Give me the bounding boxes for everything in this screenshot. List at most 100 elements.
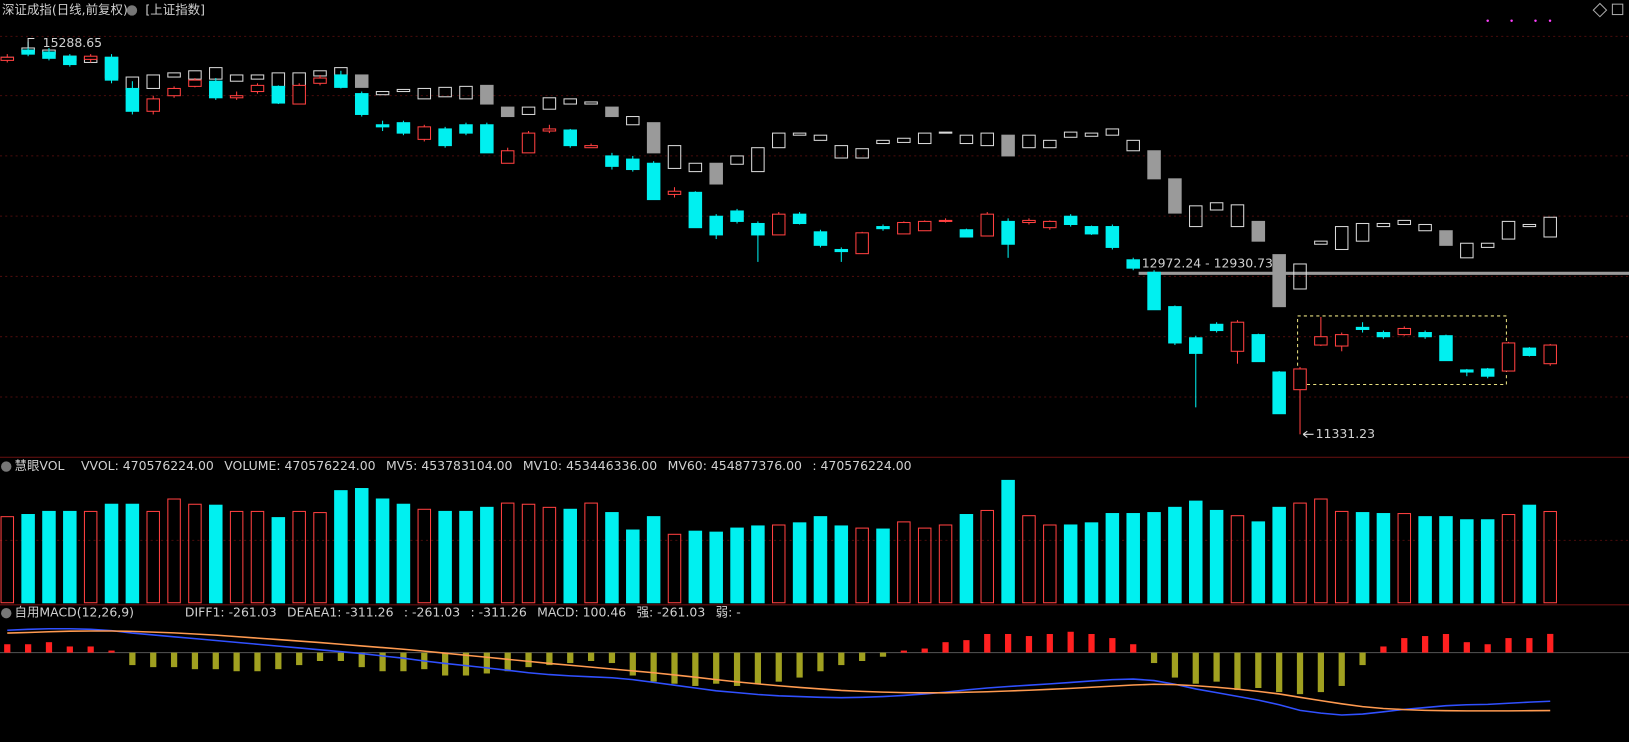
- macd-bar: [25, 644, 32, 653]
- candle-body: [688, 191, 703, 229]
- overlay-body: [1543, 216, 1557, 238]
- dropdown-icon[interactable]: [1, 461, 12, 472]
- macd-bar: [1192, 652, 1199, 684]
- dropdown-icon[interactable]: [126, 5, 138, 16]
- candle-body: [834, 248, 849, 253]
- max-marker: [27, 38, 35, 48]
- volume-bar: [1147, 512, 1161, 604]
- macd-bar: [1296, 652, 1304, 695]
- macd-bar: [66, 646, 73, 653]
- candle-body: [730, 210, 744, 222]
- overlay-body: [1084, 132, 1099, 137]
- volume-bar: [188, 503, 202, 604]
- candle-body: [876, 226, 890, 230]
- macd-bar: [1463, 642, 1470, 653]
- candle-body: [1418, 332, 1432, 338]
- macd-bar: [1004, 633, 1012, 653]
- macd-bar: [337, 652, 345, 661]
- macd-bar: [45, 642, 53, 653]
- candle-body: [1480, 368, 1495, 377]
- volume-bar: [1376, 513, 1391, 604]
- legend-entry: VOLUME: 470576224.00: [224, 458, 375, 473]
- volume-bar: [459, 510, 473, 604]
- macd-bar: [1359, 652, 1366, 666]
- candle-body: [42, 51, 56, 59]
- macd-bar: [754, 652, 762, 684]
- overlay-body: [1251, 220, 1266, 242]
- macd-bar: [1255, 652, 1262, 688]
- volume-bar: [521, 503, 536, 604]
- volume-bar: [1293, 502, 1307, 604]
- overlay-body: [1189, 205, 1203, 228]
- candle-body: [313, 77, 327, 84]
- candle-body: [1147, 271, 1161, 311]
- overlay-body: [1522, 223, 1537, 228]
- overlay-body: [688, 162, 703, 173]
- overlay-body: [1147, 150, 1161, 180]
- volume-bar: [897, 521, 911, 604]
- volume-bar: [542, 506, 557, 604]
- candle-body: [500, 150, 515, 164]
- macd-bar: [1317, 652, 1324, 693]
- macd-bar: [1526, 638, 1533, 653]
- candle-body: [855, 232, 869, 255]
- overlay-body: [897, 137, 911, 143]
- volume-bar: [813, 516, 828, 604]
- volume-bar: [1439, 516, 1453, 604]
- volume-bar: [42, 510, 56, 604]
- macd-line: [7, 628, 1551, 716]
- overlay-body: [521, 106, 536, 115]
- settings-icon[interactable]: [1592, 2, 1608, 18]
- overlay-body: [605, 106, 619, 118]
- volume-bar: [1022, 515, 1036, 604]
- window-icon[interactable]: [1611, 3, 1624, 16]
- min-marker: [1302, 430, 1314, 438]
- overlay-body: [709, 162, 723, 185]
- overlay-body: [438, 86, 452, 98]
- volume-bar: [1355, 512, 1370, 604]
- legend-entry: 强: -261.03: [637, 605, 706, 620]
- volume-bar: [980, 509, 995, 604]
- candle-body: [1355, 326, 1370, 330]
- volume-bar: [63, 510, 77, 604]
- macd-bar: [129, 652, 136, 666]
- macd-bar: [838, 652, 845, 666]
- candle-body: [417, 126, 432, 140]
- macd-bar: [1380, 646, 1387, 653]
- candle-body: [1168, 306, 1182, 344]
- macd-bar: [1401, 638, 1408, 653]
- chart-title: 深证成指(日线,前复权): [2, 2, 128, 17]
- dropdown-icon[interactable]: [1, 607, 12, 619]
- macd-bar: [1067, 631, 1074, 653]
- candle-body: [354, 93, 369, 115]
- overlay-body: [584, 101, 598, 105]
- candle-body: [771, 213, 786, 236]
- volume-bar: [688, 530, 703, 604]
- overlay-body: [792, 132, 807, 136]
- candle-body: [125, 87, 140, 112]
- overlay-body: [1418, 223, 1432, 232]
- macd-bar: [462, 652, 470, 676]
- candle-body: [1334, 334, 1349, 347]
- volume-bar: [1084, 522, 1099, 604]
- volume-bar: [1418, 516, 1432, 604]
- candle-body: [1230, 321, 1245, 352]
- volume-bar: [1043, 524, 1057, 604]
- candle-body: [1439, 335, 1453, 362]
- macd-bar: [150, 652, 157, 668]
- legend-entry: 弱: -: [716, 605, 741, 620]
- macd-bar: [379, 652, 386, 672]
- candle-body: [188, 79, 202, 87]
- candle-body: [563, 129, 577, 147]
- candle-body: [897, 221, 911, 235]
- volume-bar: [271, 517, 286, 604]
- volume-bar: [1543, 510, 1557, 604]
- volume-bar: [563, 508, 577, 604]
- overlay-body: [167, 72, 181, 78]
- candle-body: [1272, 371, 1286, 415]
- candle-body: [396, 122, 411, 134]
- volume-bar: [1251, 521, 1266, 604]
- overlay-body: [771, 132, 786, 149]
- macd-bar: [1422, 636, 1429, 653]
- macd-bar: [817, 652, 824, 672]
